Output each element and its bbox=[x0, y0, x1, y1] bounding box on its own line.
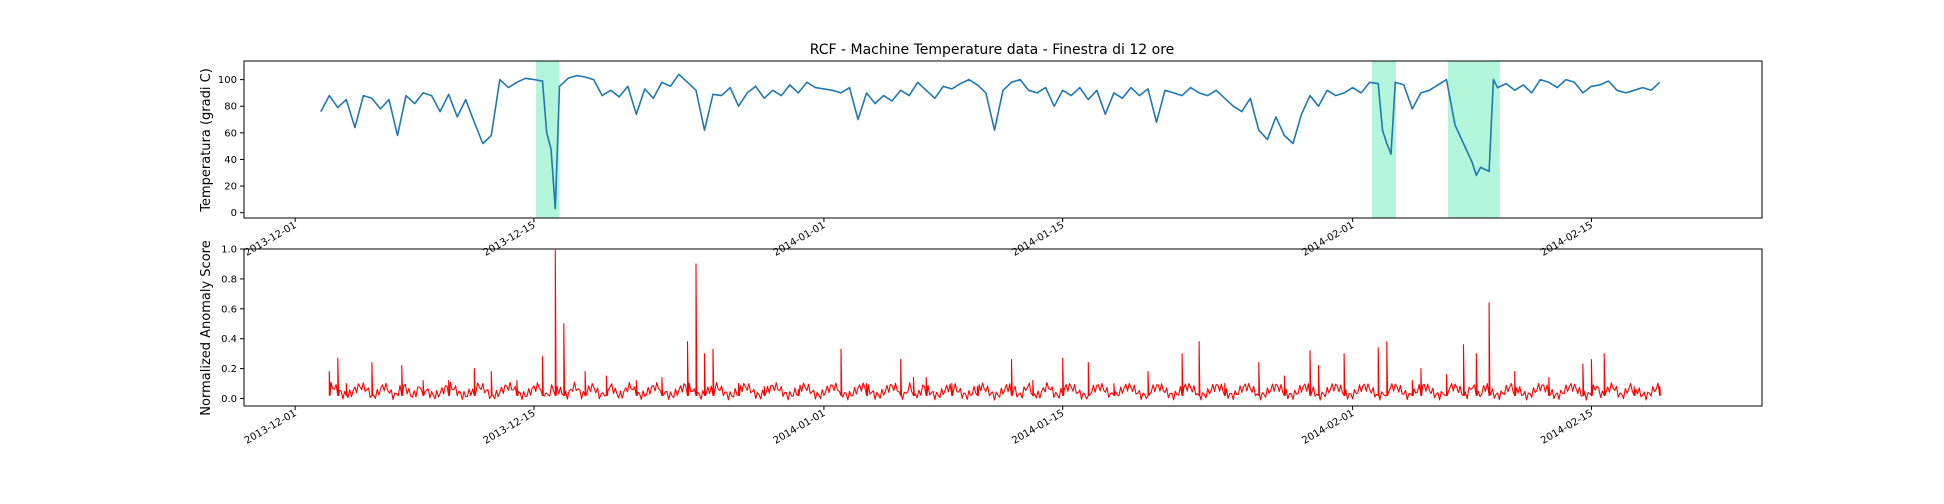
anomaly-window-3 bbox=[1447, 61, 1500, 218]
temperature-y-ticks: 0 20 40 60 80 100 bbox=[218, 75, 244, 219]
temperature-series bbox=[320, 73, 1661, 210]
y-tick-label: 0.8 bbox=[221, 274, 237, 285]
y-tick-label: 80 bbox=[224, 102, 237, 113]
temperature-axes-frame bbox=[243, 60, 1763, 219]
y-tick-label: 60 bbox=[224, 128, 237, 139]
y-tick-label: 0.6 bbox=[221, 304, 237, 315]
anomaly-y-ticks: 0.0 0.2 0.4 0.6 0.8 1.0 bbox=[221, 245, 244, 405]
y-tick-label: 0 bbox=[231, 208, 237, 219]
anomaly-score-series bbox=[328, 249, 1662, 401]
y-tick-label: 0.0 bbox=[221, 394, 237, 405]
series-line-1 bbox=[320, 73, 1661, 210]
anomaly-axes-frame bbox=[243, 248, 1763, 407]
series-line-1 bbox=[328, 249, 1662, 401]
y-tick-label: 40 bbox=[224, 155, 237, 166]
temperature-title: RCF - Machine Temperature data - Finestr… bbox=[810, 42, 1175, 58]
anomaly-ylabel: Normalized Anomaly Score bbox=[199, 240, 214, 415]
y-tick-label: 0.2 bbox=[221, 364, 237, 375]
y-tick-label: 0.4 bbox=[221, 334, 237, 345]
y-tick-label: 20 bbox=[224, 182, 237, 193]
y-tick-label: 1.0 bbox=[221, 245, 237, 256]
temperature-ylabel: Temperatura (gradi C) bbox=[199, 68, 214, 213]
y-tick-label: 100 bbox=[218, 75, 237, 86]
